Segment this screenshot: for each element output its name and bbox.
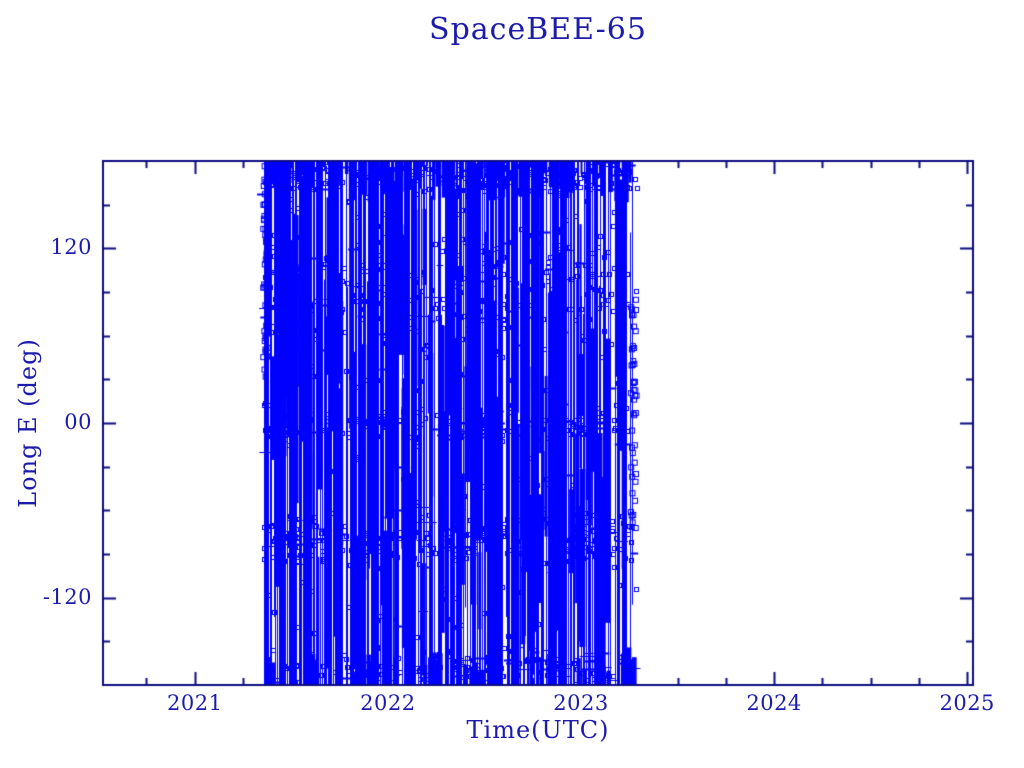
x-tick-label: 2021 [166,691,223,715]
y-tick-label: 120 [50,235,92,260]
x-axis-label: Time(UTC) [466,716,610,744]
x-tick-label: 2022 [360,691,416,715]
y-tick-label: 00 [64,410,92,434]
x-tick-label: 2025 [939,691,995,715]
x-tick-label: 2023 [553,691,609,715]
plot-title: SpaceBEE-65 [429,12,647,47]
y-tick-label: -120 [42,584,92,609]
x-tick-label: 2024 [746,691,802,715]
